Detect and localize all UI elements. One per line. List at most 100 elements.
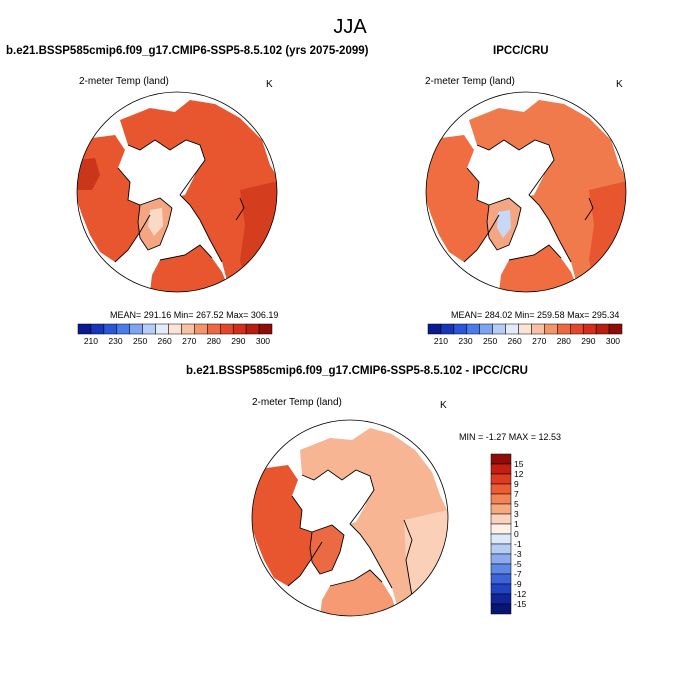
colorbar-2-tick-label: 300 xyxy=(606,336,620,346)
colorbar-3-swatch xyxy=(490,523,512,535)
colorbar-1-swatch xyxy=(116,323,130,335)
colorbar-3-tick-label: 15 xyxy=(514,459,524,469)
colorbar-2-tick-label: 210 xyxy=(434,336,448,346)
map-2-observed xyxy=(425,91,627,293)
colorbar-3-swatch xyxy=(490,583,512,595)
colorbar-3-tick-label: 0 xyxy=(514,529,519,539)
panel-3-units: K xyxy=(440,400,447,411)
map-1-model xyxy=(76,91,278,293)
colorbar-3-swatch xyxy=(490,463,512,475)
colorbar-2: 210 230 250 260 270 280 290 300 xyxy=(427,323,623,346)
panel-3-stats: MIN = -1.27 MAX = 12.53 xyxy=(459,432,562,442)
colorbar-2-swatch xyxy=(557,323,571,335)
colorbar-1-tick-label: 250 xyxy=(133,336,147,346)
colorbar-3-swatch xyxy=(490,513,512,525)
colorbar-3-tick-label: 5 xyxy=(514,499,519,509)
colorbar-1-swatch xyxy=(142,323,156,335)
colorbar-1-tick-label: 290 xyxy=(231,336,245,346)
land-europe-2 xyxy=(499,245,579,292)
colorbar-3-swatch xyxy=(490,503,512,515)
colorbar-2-tick-label: 260 xyxy=(508,336,522,346)
colorbar-2-tick-label: 230 xyxy=(458,336,472,346)
panel-2-variable: 2-meter Temp (land) xyxy=(425,76,515,87)
colorbar-1-tick-label: 270 xyxy=(182,336,196,346)
colorbar-2-swatch xyxy=(608,323,623,335)
colorbar-1-swatch xyxy=(194,323,208,335)
land-eurasia-2 xyxy=(469,100,626,292)
colorbar-3-tick-label: 7 xyxy=(514,489,519,499)
colorbar-1-swatch xyxy=(103,323,118,335)
colorbar-3-swatch xyxy=(490,483,512,495)
colorbar-2-swatch xyxy=(453,323,468,335)
colorbar-2-tick-label: 280 xyxy=(557,336,571,346)
colorbar-1-swatch xyxy=(258,323,273,335)
map-3-difference xyxy=(251,419,449,617)
colorbar-1-swatch xyxy=(245,323,260,335)
colorbar-1-swatch xyxy=(129,323,143,335)
colorbar-3-swatch xyxy=(490,473,512,485)
colorbar-2-swatch xyxy=(492,323,506,335)
colorbar-2-swatch xyxy=(595,323,610,335)
colorbar-2-swatch xyxy=(544,323,558,335)
colorbar-3-swatch xyxy=(490,493,512,505)
colorbar-2-swatch xyxy=(531,323,545,335)
figure-title: JJA xyxy=(333,16,367,38)
colorbar-1-swatch xyxy=(168,323,182,335)
colorbar-1-swatch xyxy=(220,323,234,335)
colorbar-3-tick-label: -9 xyxy=(514,579,522,589)
colorbar-3-tick-label: -1 xyxy=(514,539,522,549)
colorbar-1-tick-label: 230 xyxy=(108,336,122,346)
colorbar-3-tick-label: 1 xyxy=(514,519,519,529)
panel-1-units: K xyxy=(266,79,273,90)
panel-2-units: K xyxy=(616,79,623,90)
panel-1-stats: MEAN= 291.16 Min= 267.52 Max= 306.19 xyxy=(110,310,279,320)
colorbar-2-tick-label: 250 xyxy=(483,336,497,346)
land-namerica-hot-1 xyxy=(77,158,100,190)
colorbar-3-swatch xyxy=(490,553,512,565)
colorbar-3-swatch xyxy=(490,603,512,615)
land-europe-3 xyxy=(320,570,398,616)
land-eurasia-warm-2 xyxy=(589,180,626,292)
land-eurasia-1 xyxy=(120,100,277,292)
land-greenland-core-2 xyxy=(497,210,511,238)
colorbar-1-tick-label: 300 xyxy=(256,336,270,346)
colorbar-3-swatch xyxy=(490,573,512,585)
colorbar-2-swatch xyxy=(440,323,455,335)
colorbar-3-tick-label: 9 xyxy=(514,479,519,489)
colorbar-1-swatch xyxy=(232,323,247,335)
colorbar-2-swatch xyxy=(582,323,597,335)
panel-2-stats: MEAN= 284.02 Min= 259.58 Max= 295.34 xyxy=(451,310,620,320)
colorbar-1-swatch xyxy=(181,323,195,335)
colorbar-3-swatch xyxy=(490,543,512,555)
colorbar-3-tick-label: -12 xyxy=(514,589,527,599)
colorbar-2-swatch xyxy=(479,323,493,335)
colorbar-1: 210 230 250 260 270 280 290 300 xyxy=(77,323,273,346)
colorbar-3-tick-label: 12 xyxy=(514,469,524,479)
colorbar-2-tick-label: 270 xyxy=(532,336,546,346)
colorbar-2-tick-label: 290 xyxy=(581,336,595,346)
land-namerica-3 xyxy=(252,465,322,586)
colorbar-1-swatch xyxy=(77,323,92,335)
colorbar-1-swatch xyxy=(90,323,105,335)
land-eurasia-hot-1 xyxy=(240,180,277,292)
colorbar-3-swatch xyxy=(490,593,512,605)
colorbar-1-tick-label: 260 xyxy=(158,336,172,346)
land-namerica-2 xyxy=(426,135,499,262)
colorbar-3-tick-label: -5 xyxy=(514,559,522,569)
colorbar-2-swatch xyxy=(466,323,480,335)
colorbar-3-swatch xyxy=(490,563,512,575)
colorbar-2-swatch xyxy=(427,323,442,335)
colorbar-3-tick-label: 3 xyxy=(514,509,519,519)
land-greenland-core-1 xyxy=(148,208,163,236)
land-europe-1 xyxy=(150,245,230,292)
colorbar-3-tick-label: -7 xyxy=(514,569,522,579)
colorbar-1-tick-label: 210 xyxy=(84,336,98,346)
colorbar-2-swatch xyxy=(570,323,584,335)
panel-3-variable: 2-meter Temp (land) xyxy=(252,397,342,408)
colorbar-1-tick-label: 280 xyxy=(207,336,221,346)
colorbar-1-swatch xyxy=(207,323,221,335)
colorbar-2-swatch xyxy=(518,323,532,335)
panel-1-variable: 2-meter Temp (land) xyxy=(79,76,169,87)
